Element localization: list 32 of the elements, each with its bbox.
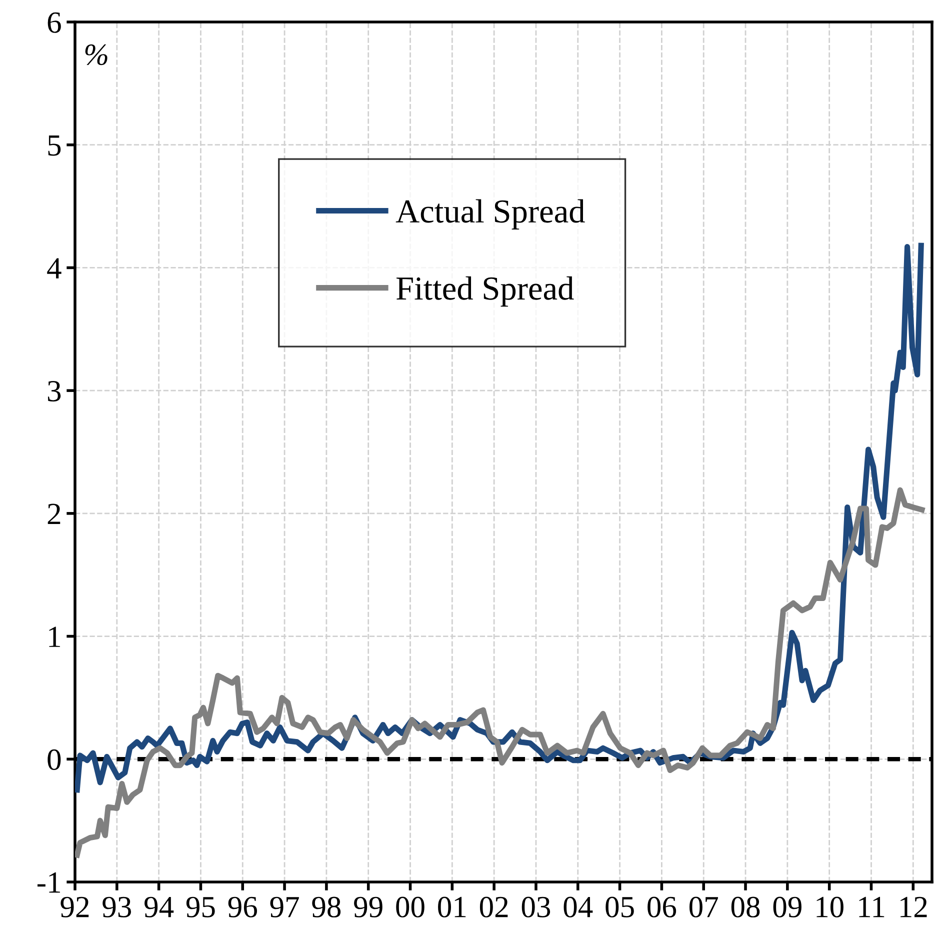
x-tick-label: 93 <box>102 896 131 918</box>
y-tick-label: 6 <box>48 12 61 33</box>
legend-label: Actual Spread <box>396 199 585 230</box>
y-tick-label: -1 <box>37 872 60 893</box>
x-tick-label: 96 <box>228 896 257 918</box>
y-tick-label: 2 <box>48 504 60 524</box>
x-tick-label: 05 <box>606 896 634 918</box>
x-tick-label: 94 <box>144 896 174 918</box>
x-tick-label: 00 <box>396 896 424 918</box>
y-tick-label: 4 <box>47 258 62 278</box>
x-tick-label: 08 <box>731 896 760 918</box>
x-tick-label: 99 <box>354 896 382 918</box>
x-tick-label: 92 <box>60 896 89 918</box>
x-tick-label: 02 <box>480 896 508 918</box>
x-tick-label: 11 <box>859 896 884 918</box>
x-tick-label: 10 <box>816 896 844 918</box>
legend-label: Fitted Spread <box>396 276 574 307</box>
y-tick-label: 1 <box>49 626 60 647</box>
y-tick-label: 5 <box>48 135 61 156</box>
x-tick-label: 01 <box>438 896 466 918</box>
x-tick-label: 04 <box>564 896 593 918</box>
x-tick-label: 07 <box>689 896 718 918</box>
x-tick-label: 98 <box>312 896 341 918</box>
x-tick-label: 03 <box>522 896 550 918</box>
y-tick-label: 3 <box>48 380 61 402</box>
annotation: % <box>85 44 108 66</box>
x-tick-label: 09 <box>773 896 802 918</box>
y-tick-label: 0 <box>48 749 61 770</box>
x-tick-label: 97 <box>270 896 299 918</box>
x-tick-label: 06 <box>648 896 676 918</box>
x-tick-label: 12 <box>900 896 927 918</box>
x-tick-label: 95 <box>186 896 215 918</box>
